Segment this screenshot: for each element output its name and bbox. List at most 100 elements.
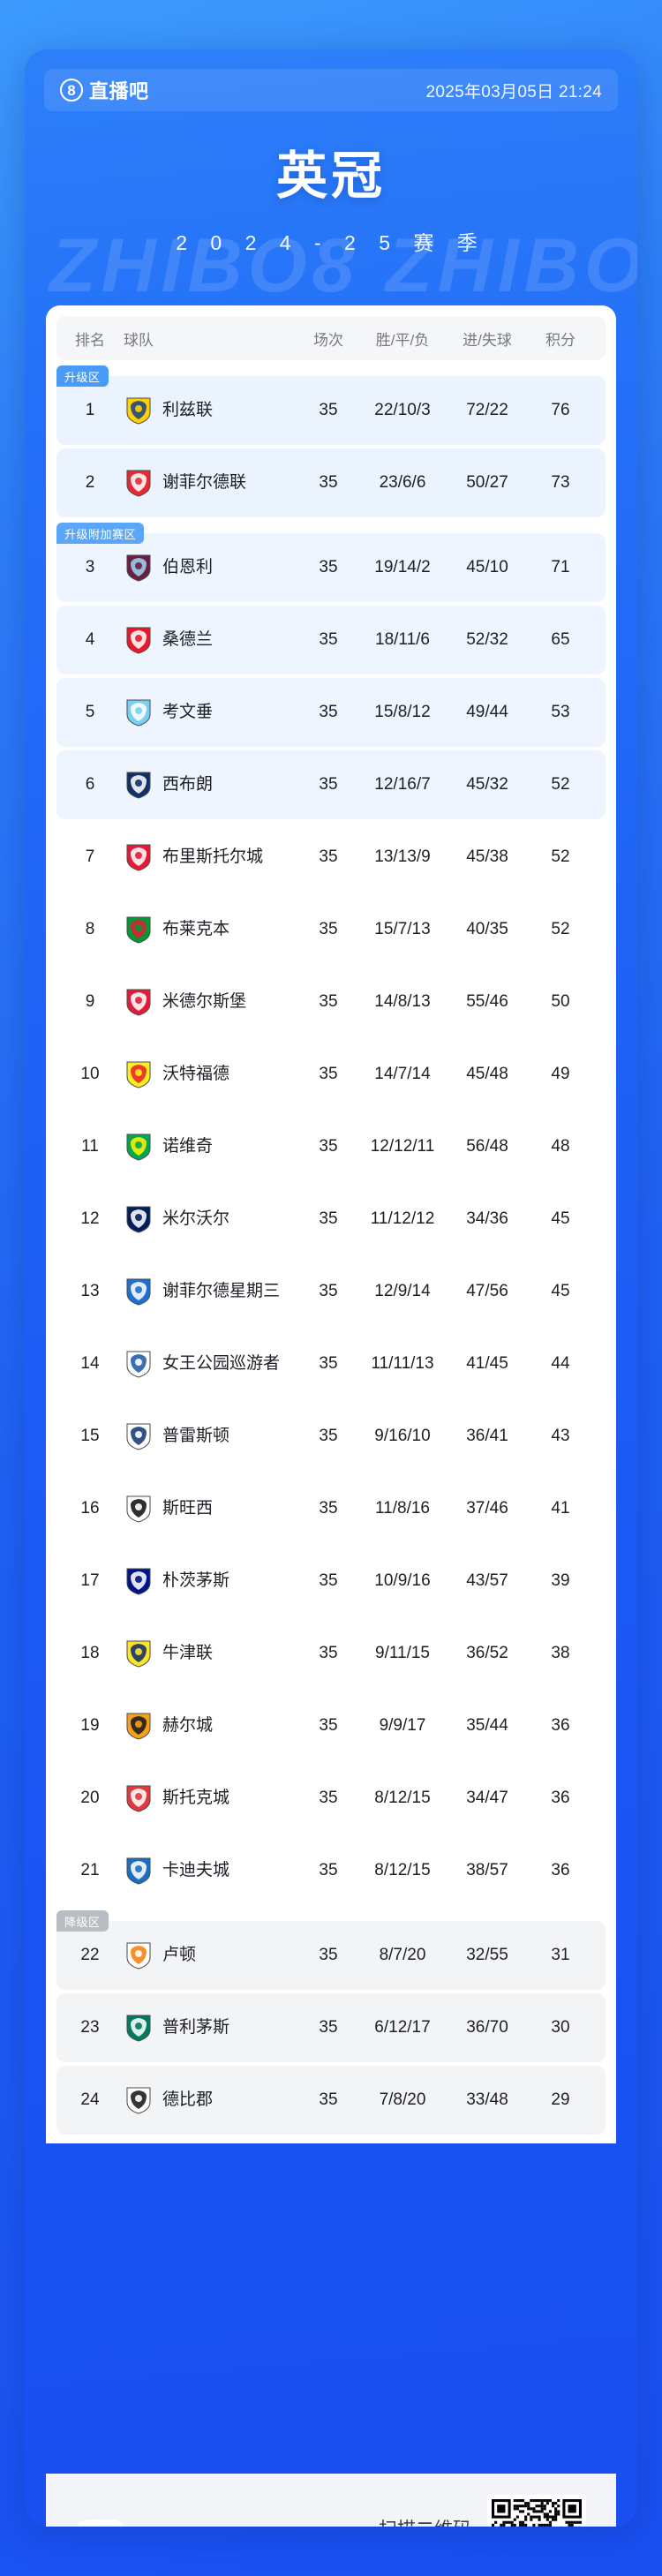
cell-points: 65 xyxy=(551,630,570,649)
footer-bar: 8 直播吧 扫描二维码 体育赛事资讯平台 xyxy=(46,2474,616,2527)
cell-team[interactable]: 诺维奇 xyxy=(124,1132,297,1162)
table-header: 排名 球队 场次 胜/平/负 进/失球 积分 xyxy=(56,316,606,360)
cell-points: 52 xyxy=(551,847,570,866)
cell-played: 35 xyxy=(319,2018,338,2037)
cell-goals: 45/38 xyxy=(466,847,508,866)
cell-team[interactable]: 利兹联 xyxy=(124,395,297,426)
cell-wdl: 11/12/12 xyxy=(370,1209,435,1228)
cell-points: 38 xyxy=(551,1644,570,1662)
table-row[interactable]: 6 西布朗 35 12/16/7 45/32 52 xyxy=(56,750,606,819)
table-row[interactable]: 13 谢菲尔德星期三 35 12/9/14 47/56 45 xyxy=(56,1257,606,1326)
cell-team[interactable]: 赫尔城 xyxy=(124,1711,297,1741)
cell-team[interactable]: 沃特福德 xyxy=(124,1059,297,1089)
footer-brand-name: 直播吧 xyxy=(136,2521,234,2527)
cell-points: 45 xyxy=(551,1209,570,1228)
table-row[interactable]: 15 普雷斯顿 35 9/16/10 36/41 43 xyxy=(56,1402,606,1471)
cell-points: 44 xyxy=(551,1354,570,1373)
cell-team[interactable]: 米尔沃尔 xyxy=(124,1204,297,1234)
table-row[interactable]: 升级区 1 利兹联 35 22/10/3 72/22 76 xyxy=(56,365,606,445)
brand-logo[interactable]: 8 直播吧 xyxy=(60,76,149,104)
cell-played: 35 xyxy=(319,1946,338,1964)
col-rank: 排名 xyxy=(75,331,105,349)
cell-team[interactable]: 斯旺西 xyxy=(124,1494,297,1524)
team-name: 布里斯托尔城 xyxy=(162,847,264,867)
cell-goals: 37/46 xyxy=(466,1499,508,1518)
cell-goals: 45/32 xyxy=(466,775,508,794)
table-row[interactable]: 24 德比郡 35 7/8/20 33/48 29 xyxy=(56,2066,606,2135)
cell-team[interactable]: 桑德兰 xyxy=(124,625,297,655)
cell-rank: 2 xyxy=(85,473,95,492)
table-row[interactable]: 19 赫尔城 35 9/9/17 35/44 36 xyxy=(56,1691,606,1760)
cell-team[interactable]: 斯托克城 xyxy=(124,1783,297,1813)
cell-played: 35 xyxy=(319,1427,338,1445)
cell-team[interactable]: 普雷斯顿 xyxy=(124,1421,297,1451)
cell-wdl: 9/9/17 xyxy=(379,1716,426,1735)
cell-team[interactable]: 布莱克本 xyxy=(124,915,297,945)
footer-logo-icon: 8 xyxy=(76,2520,125,2527)
table-row[interactable]: 5 考文垂 35 15/8/12 49/44 53 xyxy=(56,678,606,747)
table-row[interactable]: 20 斯托克城 35 8/12/15 34/47 36 xyxy=(56,1764,606,1833)
team-name: 桑德兰 xyxy=(162,630,214,650)
table-row[interactable]: 4 桑德兰 35 18/11/6 52/32 65 xyxy=(56,606,606,674)
cell-team[interactable]: 牛津联 xyxy=(124,1638,297,1668)
cell-team[interactable]: 普利茅斯 xyxy=(124,2013,297,2043)
qr-code-icon[interactable] xyxy=(487,2495,586,2527)
cell-rank: 13 xyxy=(80,1282,100,1300)
table-row[interactable]: 18 牛津联 35 9/11/15 36/52 38 xyxy=(56,1619,606,1688)
cell-team[interactable]: 米德尔斯堡 xyxy=(124,987,297,1017)
table-row[interactable]: 降级区 22 卢顿 35 8/7/20 32/55 31 xyxy=(56,1910,606,1990)
cell-played: 35 xyxy=(319,775,338,794)
team-name: 普利茅斯 xyxy=(162,2018,230,2037)
cell-team[interactable]: 德比郡 xyxy=(124,2085,297,2115)
cardiff-city-crest xyxy=(124,1856,154,1886)
cell-played: 35 xyxy=(319,703,338,721)
burnley-crest xyxy=(124,553,154,583)
table-row[interactable]: 9 米德尔斯堡 35 14/8/13 55/46 50 xyxy=(56,968,606,1036)
cell-played: 35 xyxy=(319,1861,338,1879)
cell-team[interactable]: 卢顿 xyxy=(124,1940,297,1970)
cell-team[interactable]: 布里斯托尔城 xyxy=(124,842,297,872)
cell-goals: 34/47 xyxy=(466,1789,508,1807)
cell-wdl: 13/13/9 xyxy=(374,847,431,866)
cell-team[interactable]: 卡迪夫城 xyxy=(124,1856,297,1886)
sheffield-wednesday-crest xyxy=(124,1277,154,1307)
table-row[interactable]: 16 斯旺西 35 11/8/16 37/46 41 xyxy=(56,1474,606,1543)
cell-team[interactable]: 西布朗 xyxy=(124,770,297,800)
cell-goals: 49/44 xyxy=(466,703,508,721)
footer-scan-block: 扫描二维码 体育赛事资讯平台 xyxy=(351,2495,586,2527)
cell-rank: 8 xyxy=(85,920,95,938)
oxford-united-crest xyxy=(124,1638,154,1668)
cell-played: 35 xyxy=(319,630,338,649)
footer-brand[interactable]: 8 直播吧 xyxy=(76,2520,234,2527)
cell-played: 35 xyxy=(319,558,338,576)
table-row[interactable]: 12 米尔沃尔 35 11/12/12 34/36 45 xyxy=(56,1185,606,1254)
cell-team[interactable]: 谢菲尔德星期三 xyxy=(124,1277,297,1307)
cell-rank: 7 xyxy=(85,847,95,866)
cell-played: 35 xyxy=(319,1789,338,1807)
table-row[interactable]: 14 女王公园巡游者 35 11/11/13 41/45 44 xyxy=(56,1329,606,1398)
cell-wdl: 8/12/15 xyxy=(374,1861,431,1879)
cell-rank: 22 xyxy=(80,1946,100,1964)
table-row[interactable]: 10 沃特福德 35 14/7/14 45/48 49 xyxy=(56,1040,606,1109)
cell-rank: 21 xyxy=(80,1861,100,1879)
cell-wdl: 12/12/11 xyxy=(370,1137,435,1156)
cell-team[interactable]: 伯恩利 xyxy=(124,553,297,583)
cell-played: 35 xyxy=(319,1354,338,1373)
portsmouth-crest xyxy=(124,1566,154,1596)
table-row[interactable]: 17 朴茨茅斯 35 10/9/16 43/57 39 xyxy=(56,1547,606,1616)
table-row[interactable]: 7 布里斯托尔城 35 13/13/9 45/38 52 xyxy=(56,823,606,892)
cell-team[interactable]: 朴茨茅斯 xyxy=(124,1566,297,1596)
cell-goals: 32/55 xyxy=(466,1946,508,1964)
table-row[interactable]: 升级附加赛区 3 伯恩利 35 19/14/2 45/10 71 xyxy=(56,523,606,602)
cell-team[interactable]: 女王公园巡游者 xyxy=(124,1349,297,1379)
cell-wdl: 9/11/15 xyxy=(375,1644,430,1662)
table-row[interactable]: 11 诺维奇 35 12/12/11 56/48 48 xyxy=(56,1112,606,1181)
cell-team[interactable]: 考文垂 xyxy=(124,697,297,727)
top-bar: 8 直播吧 2025年03月05日 21:24 xyxy=(44,69,618,111)
table-row[interactable]: 21 卡迪夫城 35 8/12/15 38/57 36 xyxy=(56,1836,606,1905)
cell-team[interactable]: 谢菲尔德联 xyxy=(124,468,297,498)
table-row[interactable]: 2 谢菲尔德联 35 23/6/6 50/27 73 xyxy=(56,448,606,517)
table-row[interactable]: 23 普利茅斯 35 6/12/17 36/70 30 xyxy=(56,1993,606,2062)
table-row[interactable]: 8 布莱克本 35 15/7/13 40/35 52 xyxy=(56,895,606,964)
cell-goals: 36/52 xyxy=(466,1644,508,1662)
